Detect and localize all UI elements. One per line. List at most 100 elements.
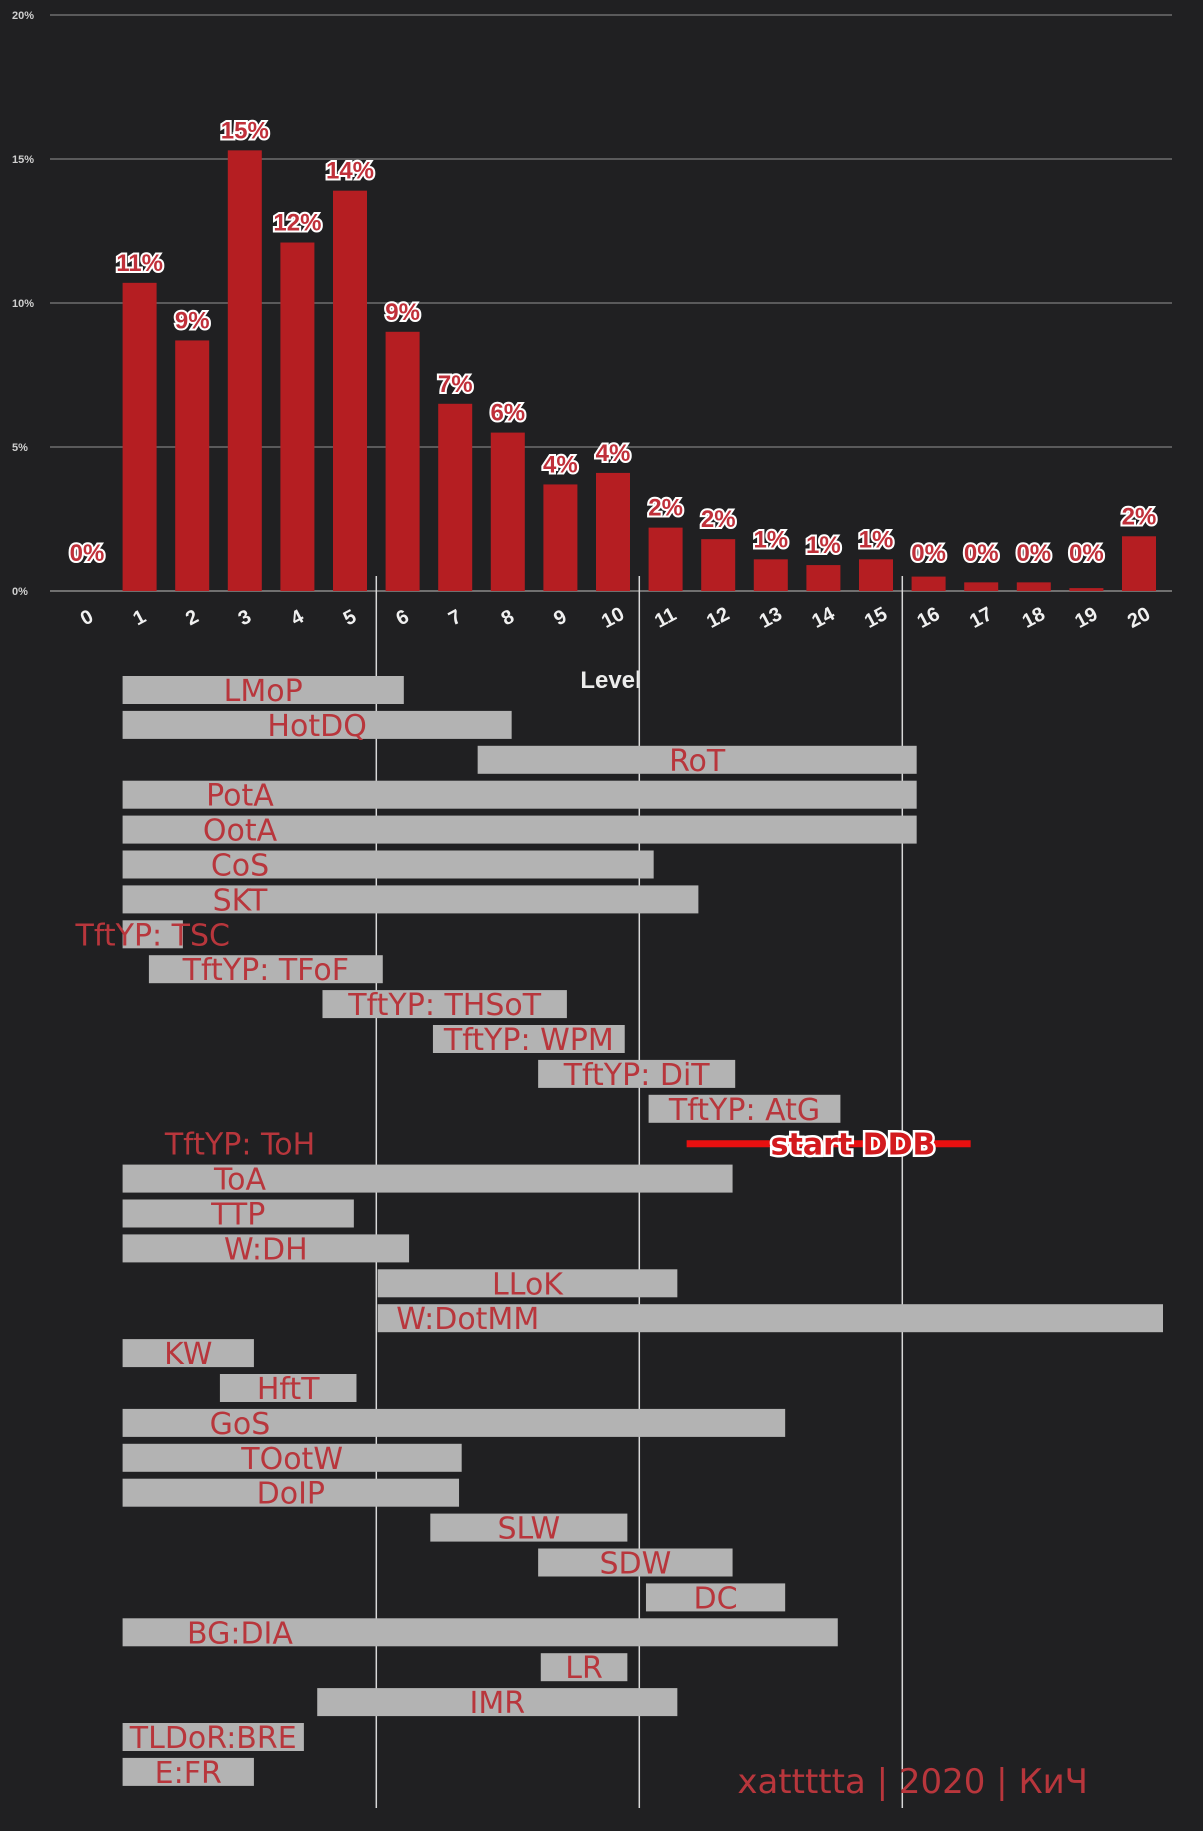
bar-value-label: 9%	[385, 299, 420, 326]
adventure-range-bar	[122, 710, 512, 739]
adventure-label: TLDoR:BRE	[129, 1721, 297, 1756]
adventure-range-bar	[317, 1688, 678, 1717]
adventure-row: E:FR	[122, 1756, 254, 1791]
adventure-range-bar	[122, 1408, 786, 1437]
x-tick-label: 20	[1124, 603, 1154, 633]
x-tick-label: 14	[808, 603, 839, 633]
adventure-row: W:DH	[122, 1232, 410, 1267]
y-tick-label: 20%	[12, 10, 34, 22]
adventure-row: HftT	[219, 1372, 357, 1407]
adventure-label: W:DotMM	[396, 1302, 539, 1337]
adventure-row: W:DotMM	[377, 1302, 1164, 1337]
x-tick-label: 17	[966, 603, 996, 633]
adventure-label: ToA	[213, 1163, 267, 1198]
adventure-range-bar	[122, 920, 183, 949]
x-tick-label: 19	[1071, 603, 1101, 633]
adventure-label: BG:DIA	[187, 1616, 293, 1651]
bar-value-label: 12%	[273, 210, 321, 237]
bar	[911, 576, 946, 591]
bar-value-label: 15%	[221, 117, 269, 144]
adventure-range-bar	[322, 990, 567, 1019]
bar-value-label: 4%	[596, 440, 631, 467]
adventure-label: DoIP	[257, 1477, 325, 1512]
x-tick-label: 4	[287, 605, 308, 630]
bar	[753, 559, 788, 591]
bar-value-label: 2%	[701, 506, 736, 533]
adventure-range-bar	[122, 1618, 838, 1647]
bar-value-label: 1%	[753, 526, 788, 553]
bar	[648, 527, 683, 591]
adventure-range-bar	[645, 1583, 786, 1612]
bar	[701, 539, 736, 591]
adventure-label: RoT	[669, 744, 726, 779]
adventure-row: TftYP: TSC	[75, 918, 231, 953]
y-tick-label: 10%	[12, 298, 34, 310]
x-tick-label: 10	[598, 603, 628, 633]
bar	[385, 331, 420, 591]
bar	[280, 242, 315, 591]
adventure-label: SDW	[599, 1547, 671, 1582]
adventure-range-bar	[122, 1339, 254, 1368]
bar	[859, 559, 893, 591]
adventure-label: TTP	[210, 1198, 265, 1233]
bar	[543, 484, 578, 591]
adventure-range-bar	[122, 1723, 304, 1751]
adventure-range-bar	[122, 850, 654, 879]
x-tick-label: 6	[393, 606, 413, 631]
adventure-row: LLoK	[377, 1267, 678, 1302]
x-tick-label: 12	[703, 603, 733, 633]
adventure-label: TftYP: AtG	[668, 1093, 820, 1128]
bar-value-labels: 0% 11% 9% 15% 12%14% 9% 7% 6% 4% 4% 2% 2% 1% 1% 1% 0% 0%…	[68, 115, 1159, 569]
bar	[122, 282, 157, 591]
bar-value-label: 9%	[175, 307, 210, 334]
bar-value-label: 0%	[911, 540, 946, 567]
adventure-range-bar	[122, 1757, 254, 1786]
adventure-row: TLDoR:BRE	[122, 1721, 304, 1756]
x-tick-label: 2	[182, 606, 202, 631]
adventure-range-bar	[219, 1374, 357, 1402]
adventure-label: SKT	[213, 883, 268, 918]
adventure-label: TftYP: ToH	[164, 1128, 315, 1163]
bar-value-label: 0%	[70, 540, 105, 567]
adventure-row: ToA	[122, 1163, 733, 1198]
bar-value-label: 0%	[964, 540, 999, 567]
adventure-row: CoS	[122, 849, 654, 884]
adventure-row: GoS	[122, 1407, 786, 1442]
adventure-row: TftYP: AtG	[648, 1093, 841, 1128]
adventure-label: E:FR	[155, 1756, 222, 1791]
adventure-range-bar	[538, 1059, 736, 1088]
adventure-label: TftYP: WPM	[443, 1023, 614, 1058]
adventure-label: LMoP	[224, 674, 303, 709]
bar	[175, 340, 210, 591]
adventure-row: PotA	[122, 779, 917, 814]
adventure-range-bar	[430, 1513, 628, 1542]
y-tick-label: 0%	[12, 586, 28, 598]
adventure-range-bar	[148, 955, 383, 984]
adventure-range-bar	[122, 1164, 733, 1193]
bar	[1122, 536, 1156, 591]
bar	[1016, 582, 1051, 591]
x-axis-ticks: 0 1 2 3 4 5 6 7 8 9 10 11 12 13 14 15 16 17 18 19 20	[77, 603, 1154, 633]
bar-value-label: 6%	[490, 400, 525, 427]
x-tick-label: 7	[445, 606, 465, 631]
adventure-row: IMR	[317, 1686, 678, 1721]
x-axis-label: Level	[580, 667, 641, 694]
start-ddb-marker: start DDB	[686, 1125, 971, 1165]
bar	[964, 582, 999, 591]
adventure-row: LMoP	[122, 674, 404, 709]
bar-value-label: 2%	[648, 495, 683, 522]
x-tick-label: 9	[550, 606, 570, 631]
bar-value-label: 0%	[1016, 540, 1051, 567]
adventure-row: SDW	[538, 1547, 733, 1582]
adventure-range-bar	[122, 1443, 462, 1472]
adventure-row: TftYP: TFoF	[148, 953, 383, 988]
adventure-row: TftYP: DiT	[538, 1058, 736, 1093]
adventure-label: IMR	[469, 1686, 525, 1721]
adventure-range-bar	[377, 1304, 1164, 1333]
adventure-row: BG:DIA	[122, 1616, 838, 1651]
adventure-label: TOotW	[240, 1442, 343, 1477]
bar-value-label: 14%	[326, 158, 374, 185]
adventure-range-bar	[477, 745, 917, 774]
adventure-range-bar	[122, 1478, 460, 1507]
